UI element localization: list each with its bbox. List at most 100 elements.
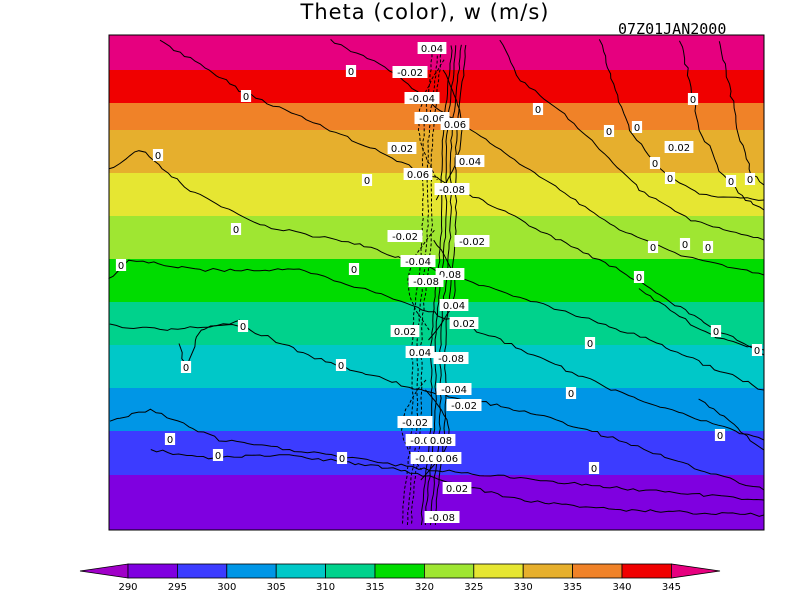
contour-label-bg [426,434,456,446]
colorbar-tick-label: 305 [267,582,286,593]
colorbar: 290 295 300 305 310 315 320 325 330 335 340 345 [79,563,721,593]
colorbar-tick-label: 340 [612,582,631,593]
contour-label: 0 [690,95,696,106]
contour-label-bg [392,66,428,78]
colorbar-segment [176,563,228,579]
contour-label: 0.04 [459,157,481,168]
contour-label-bg [442,482,472,494]
contour-label: 0 [713,327,719,338]
w-contour-line [330,39,765,276]
contour-label: 0 [339,454,345,465]
w-contour-line [435,69,463,201]
contour-label: 0.06 [444,120,466,131]
contour-label: 0 [636,273,642,284]
contour-label: -0.02 [392,232,418,243]
colorbar-tick-label: 310 [316,582,335,593]
contour-label: 0.04 [409,348,431,359]
theta-color-bands [109,35,764,530]
contour-label: 0.06 [436,454,458,465]
contour-label-bg [361,174,373,186]
contour-label: 0 [754,346,760,357]
contour-label-bg [679,238,691,250]
w-contour-line [698,398,765,451]
contour-label: -0.08 [413,277,439,288]
contour-label-bg [439,299,469,311]
contour-label: 0 [587,339,593,350]
contour-label-bg [387,142,417,154]
contour-label: 0 [682,240,688,251]
contour-label-bg [345,65,357,77]
contour-label-bg [417,42,447,54]
contour-label-bg [584,337,596,349]
contour-label: 0 [167,435,173,446]
contour-label: 0 [351,265,357,276]
contour-label-bg [454,235,490,247]
contour-label-bg [230,223,242,235]
contour-label: 0 [233,225,239,236]
contour-label: 0 [717,431,723,442]
contour-label-bg [725,175,737,187]
contour-label-bg [647,241,659,253]
contour-label-bg [446,399,482,411]
contour-label: 0 [568,389,574,400]
contour-label-bg [212,449,224,461]
contour-label-bg [404,92,440,104]
plot-frame [108,34,765,531]
colorbar-segment [127,563,178,579]
w-contour-line [109,150,765,391]
colorbar-segment [473,563,524,579]
contour-label-bg [440,118,470,130]
contour-label: 0 [705,243,711,254]
contour-label: 0 [183,363,189,374]
contour-label: -0.08 [438,354,464,365]
contour-label: -0.08 [429,513,455,524]
contour-label-bg [390,325,420,337]
colorbar-high-arrow [671,563,721,579]
contour-label-bg [434,183,470,195]
colorbar-tick-label: 320 [415,582,434,593]
contour-label: 0 [338,361,344,372]
contour-label-bg [702,241,714,253]
contour-label-bg [433,352,469,364]
contour-label: 0.02 [391,144,413,155]
contour-label-bg [633,271,645,283]
colorbar-segment [621,563,672,579]
contour-label: 0 [650,243,656,254]
contour-label-bg [400,255,436,267]
theta-band [109,216,764,259]
contour-label: -0.0 [410,436,430,447]
contour-label-bg [348,263,360,275]
contour-label: -0.04 [441,385,467,396]
contour-label-bg [180,361,192,373]
contour-label-bg [410,452,440,464]
contour-label: 0 [747,175,753,186]
contour-label-bg [432,452,462,464]
contour-label: 0 [535,105,541,116]
colorbar-tick-label: 290 [118,582,137,593]
contour-label-bg [449,317,479,329]
contour-label: -0.02 [459,237,485,248]
w-contour-line [678,40,765,211]
contour-label-bg [397,416,433,428]
contour-label: 0 [652,159,658,170]
contour-label: 0 [634,123,640,134]
contour-label: 0 [364,176,370,187]
chart-title: Theta (color), w (m/s) [300,0,550,24]
contour-label: 0 [240,322,246,333]
w-contour-line [407,229,435,331]
contour-label: 0 [728,177,734,188]
contour-label-bg [631,121,643,133]
contour-label: 0.02 [453,319,475,330]
colorbar-tick-label: 325 [464,582,483,593]
contour-label-bg [664,141,694,153]
colorbar-segment [423,563,475,579]
colorbar-segment [522,563,574,579]
contour-label-bg [588,462,600,474]
colorbar-segment [572,563,623,579]
colorbar-segment [325,563,376,579]
contour-label-bg [687,93,699,105]
contour-label: -0.08 [439,185,465,196]
contour-label-bg [408,275,444,287]
colorbar-tick-label: 300 [217,582,236,593]
